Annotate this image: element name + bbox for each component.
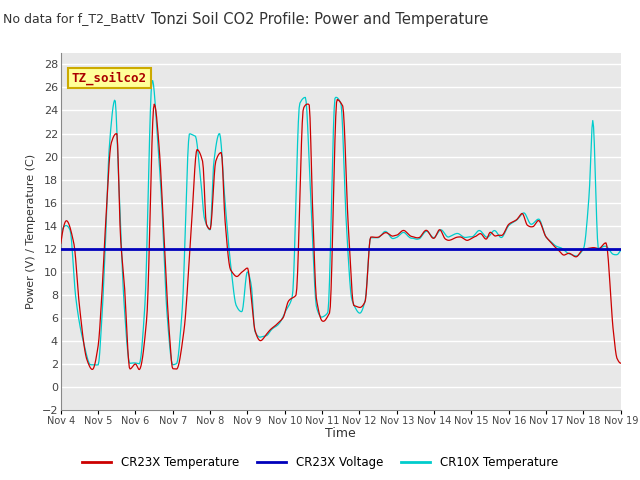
Text: TZ_soilco2: TZ_soilco2: [72, 72, 147, 85]
Legend: CR23X Temperature, CR23X Voltage, CR10X Temperature: CR23X Temperature, CR23X Voltage, CR10X …: [77, 452, 563, 474]
Text: Tonzi Soil CO2 Profile: Power and Temperature: Tonzi Soil CO2 Profile: Power and Temper…: [151, 12, 489, 27]
X-axis label: Time: Time: [325, 427, 356, 440]
Y-axis label: Power (V) / Temperature (C): Power (V) / Temperature (C): [26, 154, 36, 309]
Text: No data for f_T2_BattV: No data for f_T2_BattV: [3, 12, 145, 25]
